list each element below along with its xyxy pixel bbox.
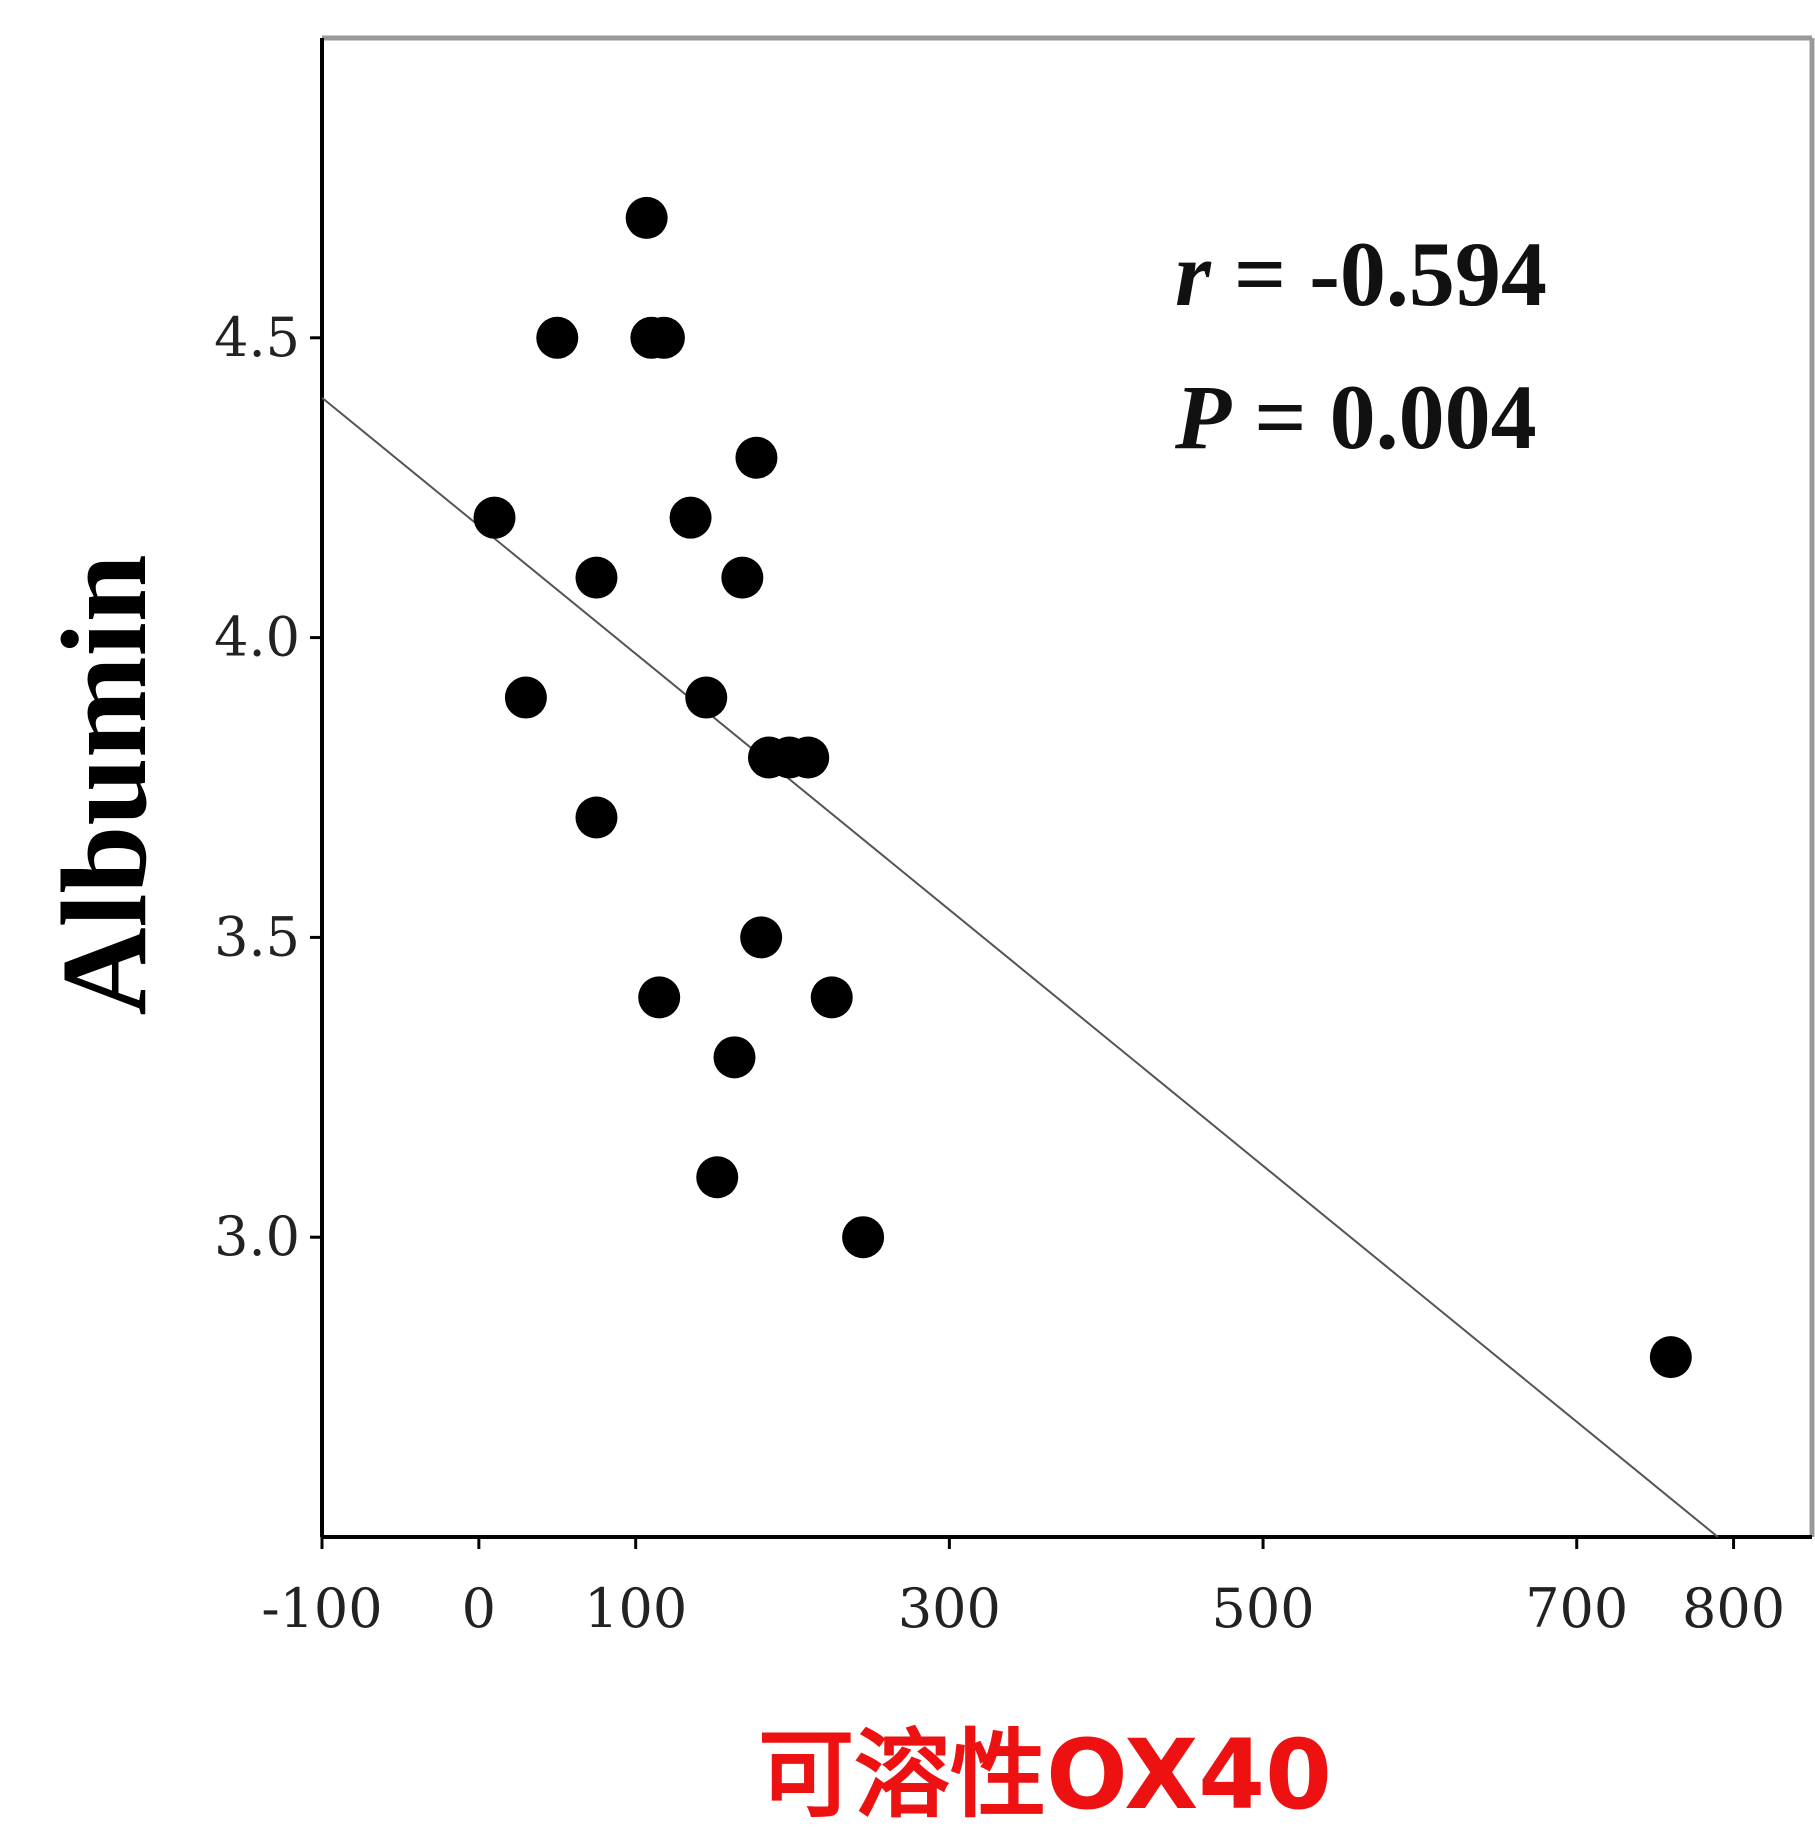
data-point [696, 1156, 739, 1199]
data-point [810, 976, 853, 1019]
y-tick-label: 4.0 [214, 606, 300, 669]
data-point [642, 316, 685, 359]
data-point [787, 736, 830, 779]
correlation-r-annotation: r = -0.594 [1175, 223, 1547, 325]
y-tick-label: 4.5 [214, 306, 300, 369]
data-point [536, 316, 579, 359]
data-point [1649, 1336, 1692, 1379]
data-point [575, 796, 618, 839]
p-symbol: P [1174, 366, 1232, 468]
x-tick-label: 300 [898, 1577, 1001, 1640]
data-point [713, 1036, 756, 1079]
p-value-annotation: P = 0.004 [1174, 366, 1537, 468]
x-tick-label: 100 [584, 1577, 687, 1640]
p-value: = 0.004 [1231, 366, 1536, 468]
x-tick-label: 800 [1682, 1577, 1785, 1640]
y-axis-title: Albumin [37, 554, 172, 1015]
r-symbol: r [1175, 223, 1212, 325]
x-tick-label: 700 [1525, 1577, 1628, 1640]
data-point [473, 496, 516, 539]
data-point [842, 1216, 885, 1259]
r-value: = -0.594 [1211, 223, 1547, 325]
data-point [638, 976, 681, 1019]
y-tick-label: 3.5 [214, 905, 300, 968]
data-point [575, 556, 618, 599]
y-axis-ticks: 3.0 3.5 4.0 4.5 [214, 306, 322, 1268]
data-point [721, 556, 764, 599]
x-tick-label: -100 [261, 1577, 382, 1640]
data-point [735, 436, 778, 479]
data-point [669, 496, 712, 539]
x-axis-title: 可溶性OX40 [758, 1719, 1332, 1831]
data-points [473, 196, 1692, 1379]
y-tick-label: 3.0 [214, 1205, 300, 1268]
x-axis-ticks: -100 0 100 300 500 700 800 [261, 1537, 1785, 1640]
data-point [740, 916, 783, 959]
data-point [625, 196, 668, 239]
regression-line [321, 396, 1719, 1538]
x-tick-label: 0 [462, 1577, 496, 1640]
x-tick-label: 500 [1212, 1577, 1315, 1640]
data-point [504, 676, 547, 719]
data-point [685, 676, 728, 719]
